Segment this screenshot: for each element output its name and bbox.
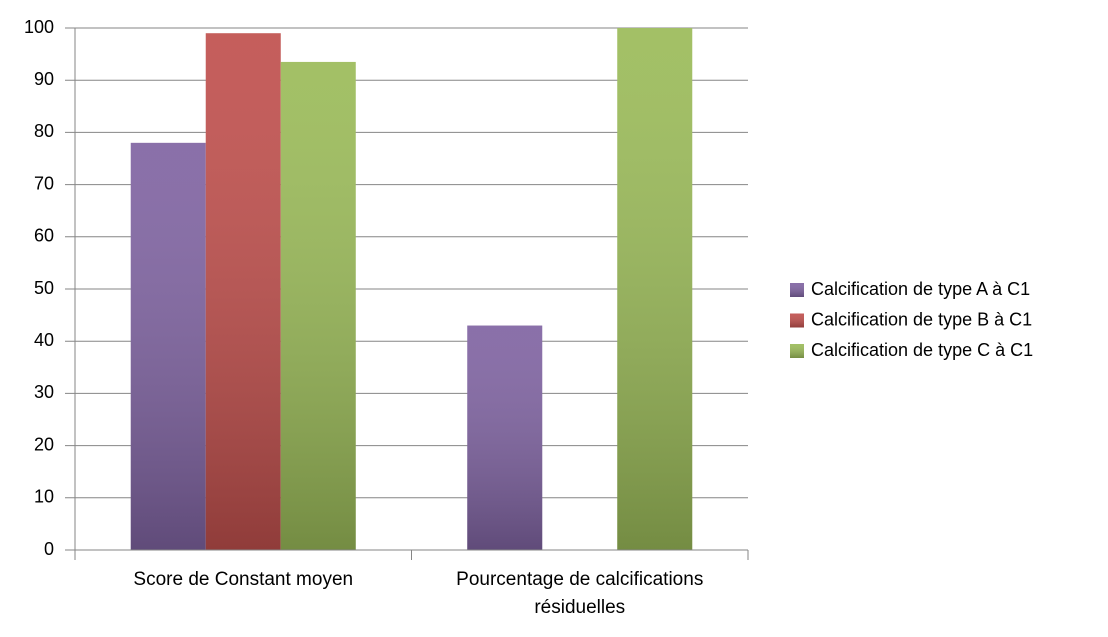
y-tick-label: 10 <box>34 487 54 507</box>
legend-swatch-shade <box>790 313 804 328</box>
legend-swatch-shade <box>790 283 804 297</box>
bar-shade <box>280 61 356 551</box>
y-tick-label: 80 <box>34 121 54 141</box>
bar-shade <box>617 28 693 550</box>
y-tick-label: 30 <box>34 382 54 402</box>
y-tick-label: 60 <box>34 226 54 246</box>
legend-label: Calcification de type A à C1 <box>811 279 1030 299</box>
legend-label: Calcification de type B à C1 <box>811 309 1032 329</box>
y-tick-label: 100 <box>24 17 54 37</box>
x-tick-label: Score de Constant moyen <box>133 569 354 590</box>
y-tick-label: 0 <box>44 539 54 559</box>
y-tick-label: 90 <box>34 69 54 89</box>
y-tick-label: 50 <box>34 278 54 298</box>
y-tick-label: 70 <box>34 173 54 193</box>
y-tick-label: 20 <box>34 434 54 454</box>
y-tick-label: 40 <box>34 330 54 350</box>
bar-shade <box>467 325 543 550</box>
bar-shade <box>130 142 206 550</box>
x-tick-label: Pourcentage de calcifications résiduelle… <box>456 569 704 618</box>
legend-swatch-shade <box>790 344 804 358</box>
legend-label: Calcification de type C à C1 <box>811 340 1033 360</box>
bar-shade <box>205 33 281 551</box>
